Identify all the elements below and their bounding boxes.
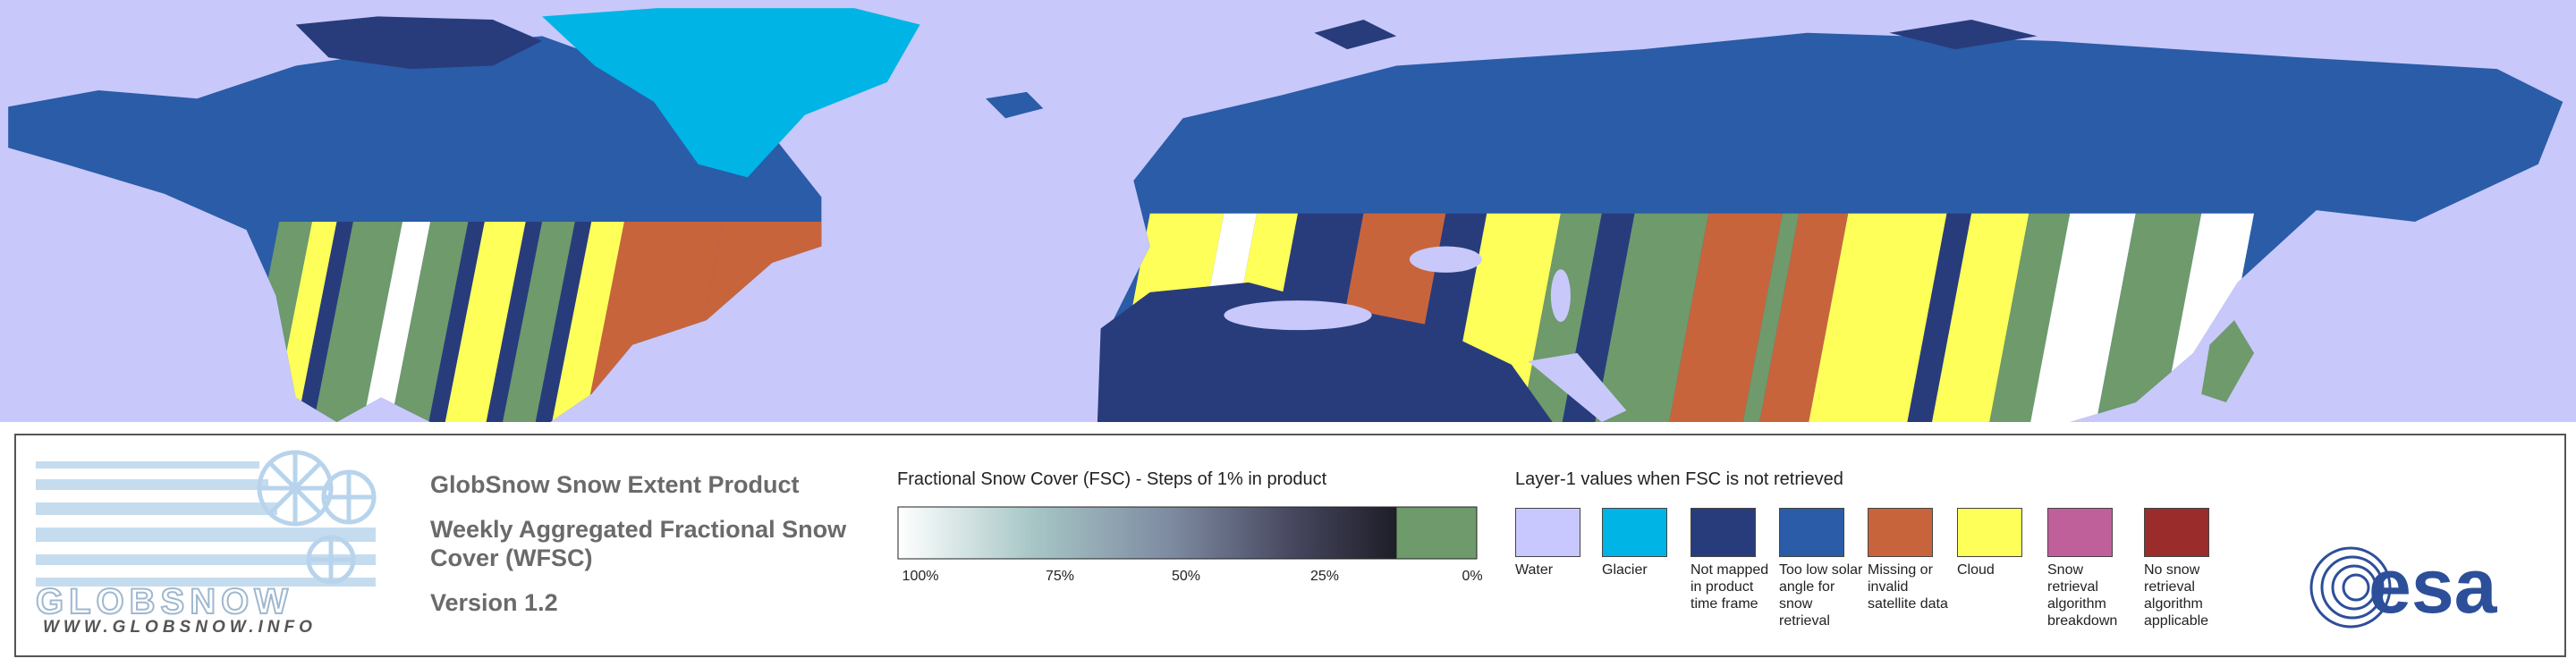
legend-label: Not mapped in product time frame [1690,562,1769,612]
legend-swatch [1868,508,1933,557]
legend-panel: GLOBSNOW WWW.GLOBSNOW.INFO GlobSnow Snow… [14,434,2566,657]
fsc-tick-label: 25% [1309,569,1340,584]
fsc-legend-title: Fractional Snow Cover (FSC) - Steps of 1… [897,469,1327,489]
esa-text: esa [2368,544,2498,629]
legend-label: Cloud [1957,562,1995,578]
legend-label: Too low solar angle for snow retrieval [1779,562,1863,629]
swath [1742,213,1800,422]
swath [313,221,402,422]
layer-legend-title: Layer-1 values when FSC is not retrieved [1515,469,1843,489]
product-subtitle: Weekly Aggregated Fractional Snow Cover … [430,516,847,571]
legend-swatch [1515,508,1580,557]
swath [1907,213,1972,422]
swath [1669,213,1783,422]
legend-swatch [1690,508,1756,557]
product-title: GlobSnow Snow Extent Product [430,471,800,498]
swath [391,221,469,422]
legend-label: Missing or invalid satellite data [1868,562,1948,612]
legend-swatch [1602,508,1667,557]
swath [535,221,592,422]
snow-map [0,0,2576,422]
product-version: Version 1.2 [430,589,558,616]
fsc-tick-label: 100% [902,569,939,584]
swath [2030,213,2136,422]
legend-label: Glacier [1602,562,1648,578]
legend-swatch [1957,508,2022,557]
fsc-colorbar [897,506,1478,560]
swath [503,221,575,422]
swath [1989,213,2071,422]
swath [297,221,353,422]
legend-swatch [2047,508,2113,557]
swath [486,221,543,422]
swath [428,221,485,422]
swath [362,221,431,422]
swath [552,221,624,422]
swath [1809,213,1947,422]
legend-label: Water [1515,562,1554,578]
swath [1932,213,2029,422]
fsc-tick-label: 50% [1171,569,1201,584]
swath [445,221,526,422]
fsc-tick-label: 0% [1462,569,1483,584]
logo-name: GLOBSNOW [36,582,293,621]
legend-label: Snow retrieval algorithm breakdown [2047,562,2118,629]
swath [1759,213,1849,422]
fsc-tick-label: 75% [1045,569,1075,584]
swath [1595,213,1709,422]
globsnow-logo: GLOBSNOW WWW.GLOBSNOW.INFO [36,450,377,636]
legend-label: No snow retrieval algorithm applicable [2144,562,2209,629]
legend-swatch [1779,508,1844,557]
logo-url: WWW.GLOBSNOW.INFO [43,618,317,636]
legend-swatch [2144,508,2209,557]
swath [2096,213,2202,422]
esa-logo: esa [2309,544,2498,629]
